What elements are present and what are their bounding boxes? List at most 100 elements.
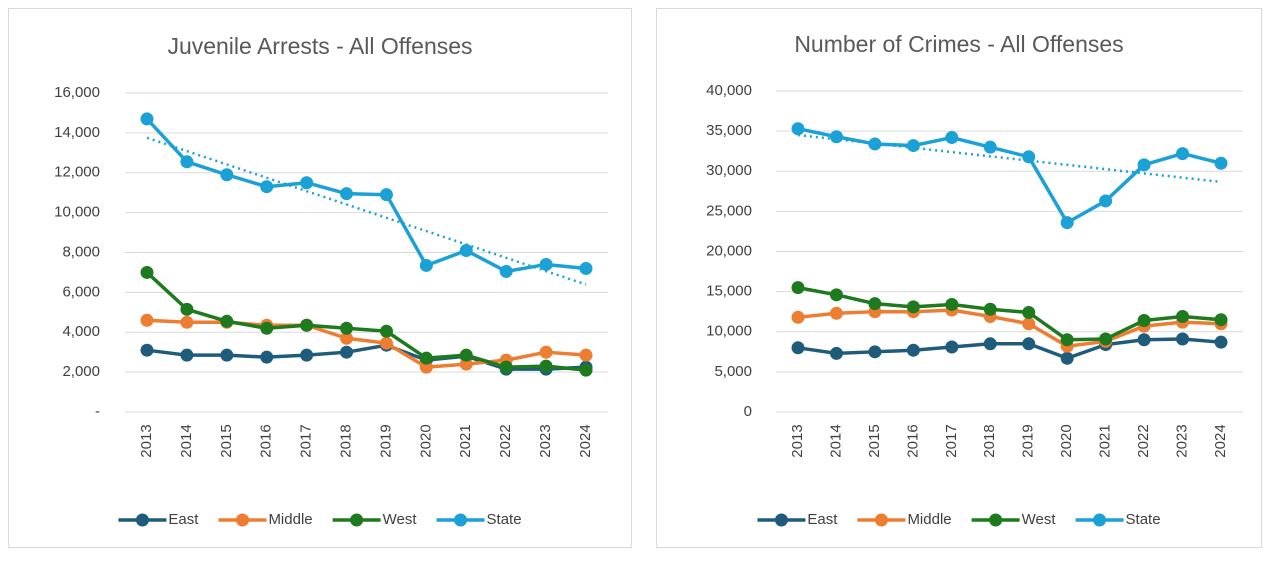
x-tick-label: 2014: [827, 424, 844, 457]
legend-label: West: [383, 511, 418, 528]
data-point: [419, 258, 433, 272]
data-point: [829, 130, 843, 144]
legend-swatch: [774, 513, 788, 527]
x-tick-label: 2015: [218, 424, 235, 457]
y-tick-label: 8,000: [62, 243, 100, 260]
x-tick-label: 2017: [943, 424, 960, 457]
x-tick-label: 2024: [577, 424, 594, 457]
data-point: [983, 337, 997, 351]
data-point: [829, 288, 843, 302]
y-tick-label: -: [95, 403, 100, 420]
data-point: [379, 324, 393, 338]
trendline: [797, 133, 1222, 184]
x-tick-label: 2015: [866, 424, 883, 457]
data-point: [983, 302, 997, 316]
y-tick-label: 10,000: [706, 323, 752, 340]
data-point: [419, 360, 433, 374]
data-point: [945, 340, 959, 354]
data-point: [340, 345, 354, 359]
x-tick-label: 2022: [1135, 424, 1152, 457]
data-point: [829, 306, 843, 320]
data-point: [340, 321, 354, 335]
data-point: [1214, 335, 1228, 349]
y-tick-label: 6,000: [62, 283, 100, 300]
data-point: [220, 168, 234, 182]
data-point: [140, 112, 154, 126]
series-line: [145, 117, 587, 274]
series-line: [145, 271, 587, 372]
legend-swatch: [1093, 513, 1107, 527]
x-tick-label: 2023: [1174, 424, 1191, 457]
data-point: [1022, 150, 1036, 164]
legend-swatch: [454, 513, 468, 527]
data-point: [379, 188, 393, 202]
data-point: [1060, 351, 1074, 365]
data-point: [180, 348, 194, 362]
data-point: [1099, 194, 1113, 208]
data-point: [340, 187, 354, 201]
data-point: [1176, 332, 1190, 346]
data-point: [180, 155, 194, 169]
x-tick-label: 2020: [1058, 424, 1075, 457]
legend-label: East: [168, 511, 199, 528]
series-line: [146, 318, 587, 369]
data-point: [1137, 333, 1151, 347]
y-tick-label: 12,000: [54, 164, 100, 181]
x-tick-label: 2017: [298, 424, 315, 457]
data-point: [140, 313, 154, 327]
data-point: [791, 310, 805, 324]
data-point: [1022, 317, 1036, 331]
data-point: [983, 140, 997, 154]
data-point: [379, 336, 393, 350]
data-point: [340, 331, 354, 345]
series-line: [146, 343, 587, 371]
data-point: [791, 281, 805, 295]
data-point: [499, 264, 513, 278]
x-tick-label: 2016: [258, 424, 275, 457]
legend-label: State: [487, 511, 522, 528]
x-tick-label: 2018: [981, 424, 998, 457]
data-point: [220, 314, 234, 328]
legend-swatch: [874, 513, 888, 527]
data-point: [906, 139, 920, 153]
y-tick-label: 4,000: [62, 323, 100, 340]
y-tick-label: 14,000: [54, 124, 100, 141]
data-point: [1214, 156, 1228, 170]
chart-title: Juvenile Arrests - All Offenses: [167, 33, 472, 59]
data-point: [459, 244, 473, 258]
data-point: [791, 341, 805, 355]
x-tick-label: 2021: [457, 424, 474, 457]
x-tick-label: 2022: [497, 424, 514, 457]
data-point: [1022, 305, 1036, 319]
legend-label: Middle: [907, 511, 951, 528]
data-point: [1176, 147, 1190, 161]
data-point: [579, 363, 593, 377]
data-point: [945, 297, 959, 311]
data-point: [539, 257, 553, 271]
legend-swatch: [350, 513, 364, 527]
data-point: [300, 348, 314, 362]
legend-swatch: [135, 513, 149, 527]
data-point: [140, 265, 154, 279]
x-tick-label: 2014: [178, 424, 195, 457]
data-point: [1022, 337, 1036, 351]
chart-panel: [656, 8, 1262, 548]
x-tick-label: 2016: [904, 424, 921, 457]
data-point: [1214, 313, 1228, 327]
data-point: [1137, 314, 1151, 328]
x-tick-label: 2013: [138, 424, 155, 457]
data-point: [1099, 332, 1113, 346]
data-point: [906, 343, 920, 357]
y-tick-label: 10,000: [54, 204, 100, 221]
data-point: [1137, 158, 1151, 172]
legend-swatch: [989, 513, 1003, 527]
x-tick-label: 2018: [338, 424, 355, 457]
series-line: [797, 127, 1222, 225]
x-tick-label: 2019: [377, 424, 394, 457]
data-point: [140, 343, 154, 357]
data-point: [260, 180, 274, 194]
x-tick-label: 2013: [789, 424, 806, 457]
data-point: [539, 359, 553, 373]
data-point: [829, 346, 843, 360]
x-tick-label: 2019: [1020, 424, 1037, 457]
